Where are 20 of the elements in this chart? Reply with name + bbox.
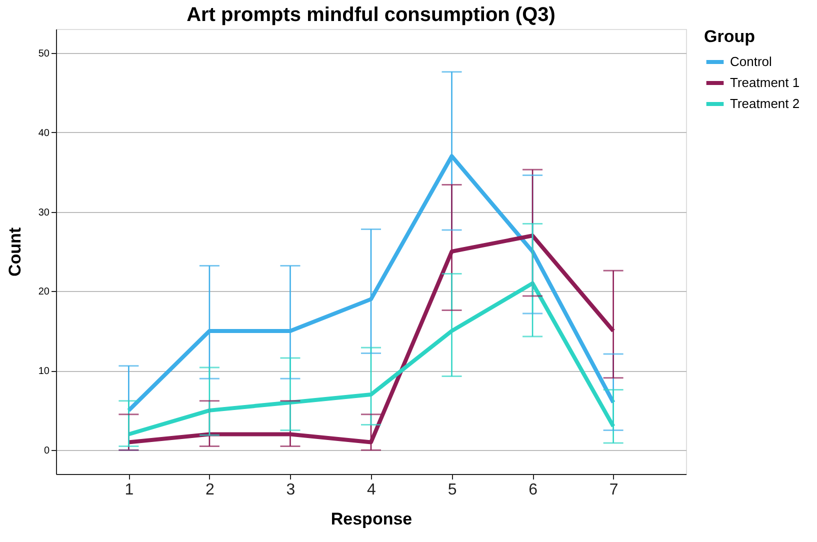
x-axis-title: Response [330,510,412,528]
x-tick-label: 7 [609,482,618,498]
x-tick-label: 2 [206,482,215,498]
legend-label: Control [730,54,772,69]
legend-label: Treatment 2 [730,96,800,111]
x-tick-label: 5 [448,482,457,498]
y-tick-label: 50 [38,48,50,60]
legend-label: Treatment 1 [730,75,800,90]
x-tick-label: 6 [528,482,538,498]
x-tick-label: 1 [124,482,134,498]
y-tick-label: 10 [38,366,50,378]
y-axis-title: Count [5,227,24,277]
chart-title: Art prompts mindful consumption (Q3) [186,4,556,26]
x-tick-label: 4 [367,482,376,498]
y-tick-label: 40 [38,128,50,139]
y-tick-label: 30 [38,207,50,218]
x-tick-label: 3 [286,482,296,498]
legend-title: Group [704,27,755,46]
y-tick-label: 20 [38,286,50,298]
y-tick-label: 0 [44,446,50,457]
